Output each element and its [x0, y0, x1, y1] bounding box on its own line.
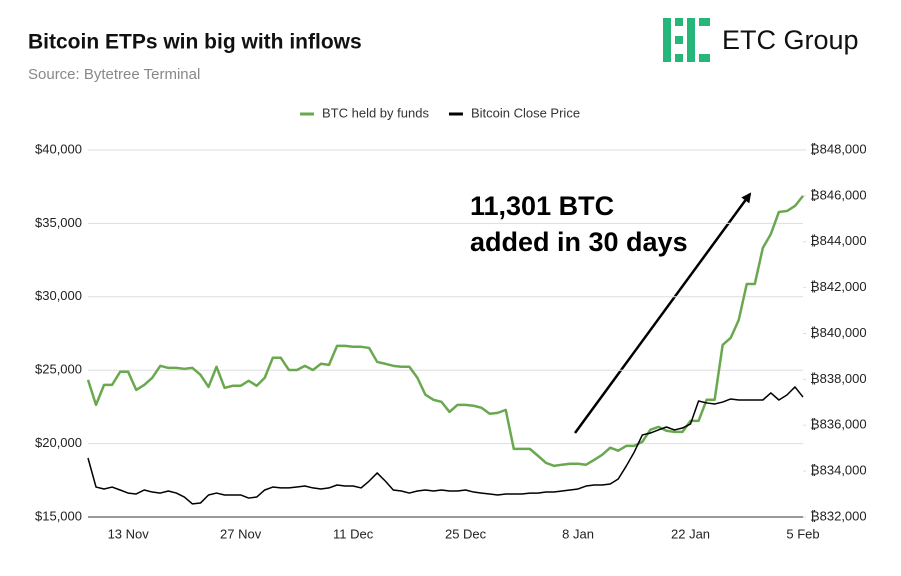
y-tick-label: $35,000	[35, 215, 82, 230]
y2-tick-label: ₿832,000	[810, 508, 867, 523]
annotation-line: 11,301 BTC	[470, 191, 614, 221]
series-line	[87, 386, 804, 505]
y2-tick-label: ₿834,000	[810, 463, 867, 478]
y2-tick-label: ₿844,000	[810, 233, 867, 248]
x-tick-label: 5 Feb	[786, 526, 819, 541]
series-line	[86, 195, 804, 468]
x-tick-label: 22 Jan	[671, 526, 710, 541]
y2-tick-label: ₿842,000	[810, 279, 867, 294]
y-tick-label: $20,000	[35, 435, 82, 450]
y2-tick-label: ₿838,000	[810, 371, 867, 386]
y2-tick-label: ₿848,000	[810, 141, 867, 156]
annotation-arrow	[573, 192, 752, 434]
chart-title: Bitcoin ETPs win big with inflows	[28, 31, 362, 54]
x-tick-label: 13 Nov	[108, 526, 150, 541]
logo-icon	[663, 18, 710, 62]
x-tick-label: 8 Jan	[562, 526, 594, 541]
y2-tick-label: ₿836,000	[810, 417, 867, 432]
y2-tick-label: ₿846,000	[810, 187, 867, 202]
legend-label: Bitcoin Close Price	[471, 105, 580, 120]
x-tick-label: 11 Dec	[333, 526, 374, 541]
y-tick-label: $25,000	[35, 362, 82, 377]
annotation-line: added in 30 days	[470, 227, 688, 257]
y-tick-label: $30,000	[35, 288, 82, 303]
y2-tick-label: ₿840,000	[810, 325, 867, 340]
logo-text: ETC Group	[722, 25, 859, 55]
legend-label: BTC held by funds	[322, 105, 429, 120]
legend: BTC held by funds Bitcoin Close Price	[300, 105, 580, 120]
y-tick-label: $15,000	[35, 508, 82, 523]
x-tick-label: 27 Nov	[220, 526, 262, 541]
x-tick-label: 25 Dec	[445, 526, 487, 541]
y-tick-label: $40,000	[35, 141, 82, 156]
chart-subtitle: Source: Bytetree Terminal	[28, 66, 200, 83]
